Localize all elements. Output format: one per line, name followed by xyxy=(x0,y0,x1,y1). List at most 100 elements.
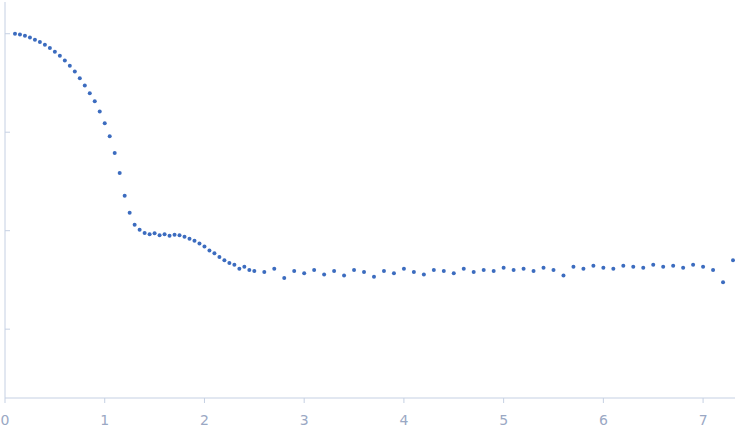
data-point xyxy=(43,43,47,47)
x-tick-label: 1 xyxy=(100,412,109,428)
data-point xyxy=(581,267,585,271)
data-point xyxy=(93,99,97,103)
data-point xyxy=(232,263,236,267)
data-point xyxy=(611,267,615,271)
data-point xyxy=(227,261,231,265)
x-axis xyxy=(5,398,735,399)
data-point xyxy=(282,276,286,280)
x-tick-label: 7 xyxy=(699,412,708,428)
x-tick-label: 6 xyxy=(599,412,608,428)
data-point xyxy=(332,269,336,273)
y-axis xyxy=(5,2,6,398)
x-tick xyxy=(603,398,604,403)
data-point xyxy=(661,265,665,269)
x-tick xyxy=(104,398,105,403)
data-point xyxy=(542,266,546,270)
data-point xyxy=(392,271,396,275)
data-point xyxy=(202,245,206,249)
data-point xyxy=(78,76,82,80)
x-tick xyxy=(703,398,704,403)
data-point xyxy=(322,272,326,276)
data-point xyxy=(242,265,246,269)
data-point xyxy=(372,275,376,279)
data-point xyxy=(153,231,157,235)
x-tick xyxy=(5,398,6,403)
data-point xyxy=(148,232,152,236)
data-point xyxy=(711,268,715,272)
data-point xyxy=(247,268,251,272)
data-point xyxy=(262,270,266,274)
y-tick xyxy=(5,230,10,231)
data-point xyxy=(691,263,695,267)
data-point xyxy=(53,50,57,54)
data-point xyxy=(601,266,605,270)
points xyxy=(13,32,735,284)
data-point xyxy=(532,269,536,273)
x-tick xyxy=(503,398,504,403)
data-point xyxy=(38,40,42,44)
x-tick-label: 3 xyxy=(300,412,309,428)
data-point xyxy=(272,267,276,271)
data-point xyxy=(362,270,366,274)
data-point xyxy=(342,274,346,278)
data-point xyxy=(591,264,595,268)
y-tick xyxy=(5,33,10,34)
x-tick xyxy=(304,398,305,403)
data-point xyxy=(103,121,107,125)
data-point xyxy=(522,267,526,271)
data-point xyxy=(312,268,316,272)
data-point xyxy=(212,251,216,255)
data-point xyxy=(33,38,37,42)
data-point xyxy=(108,134,112,138)
data-point xyxy=(173,233,177,237)
data-point xyxy=(192,239,196,243)
data-point xyxy=(292,269,296,273)
x-tick xyxy=(204,398,205,403)
chart-root: 01234567 xyxy=(0,0,736,437)
data-point xyxy=(452,271,456,275)
data-point xyxy=(621,264,625,268)
data-point xyxy=(207,248,211,252)
data-point xyxy=(222,258,226,262)
x-tick-label: 5 xyxy=(499,412,508,428)
data-point xyxy=(402,267,406,271)
data-point xyxy=(73,70,77,74)
data-point xyxy=(551,268,555,272)
data-point xyxy=(631,265,635,269)
data-point xyxy=(217,255,221,259)
y-tick xyxy=(5,329,10,330)
data-point xyxy=(502,266,506,270)
data-point xyxy=(412,270,416,274)
data-point xyxy=(187,237,191,241)
data-point xyxy=(128,211,132,215)
data-point xyxy=(252,269,256,273)
data-point xyxy=(512,268,516,272)
data-point xyxy=(352,268,356,272)
data-point xyxy=(13,32,17,36)
data-point xyxy=(641,266,645,270)
data-point xyxy=(561,274,565,278)
data-point xyxy=(701,265,705,269)
data-point xyxy=(178,233,182,237)
data-point xyxy=(113,151,117,155)
data-point xyxy=(48,46,52,50)
data-point xyxy=(168,234,172,238)
chart: 01234567 xyxy=(0,0,736,437)
data-point xyxy=(422,272,426,276)
data-point xyxy=(28,36,32,40)
data-point xyxy=(721,280,725,284)
data-point xyxy=(197,242,201,246)
data-point xyxy=(118,171,122,175)
data-point xyxy=(163,232,167,236)
data-point xyxy=(382,269,386,273)
data-point xyxy=(98,110,102,114)
data-point xyxy=(442,269,446,273)
data-point xyxy=(138,228,142,232)
data-point xyxy=(651,263,655,267)
data-point xyxy=(143,231,147,235)
data-point xyxy=(571,265,575,269)
x-tick-label: 0 xyxy=(1,412,10,428)
data-point xyxy=(183,235,187,239)
data-point xyxy=(671,264,675,268)
data-point xyxy=(63,59,67,63)
